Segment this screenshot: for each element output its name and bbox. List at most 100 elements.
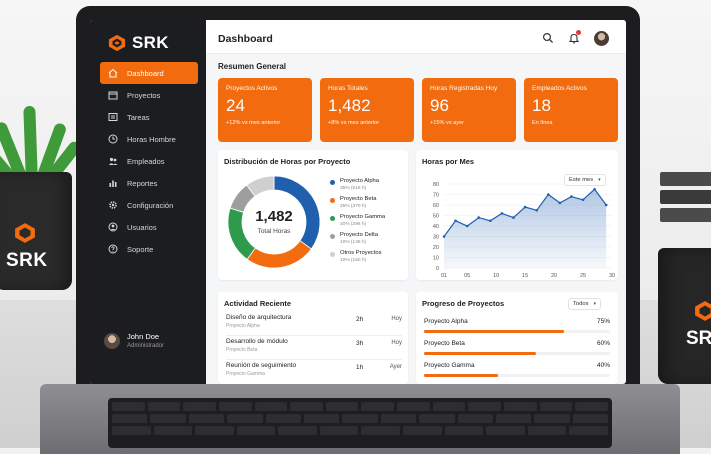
avatar[interactable]	[594, 31, 609, 46]
sidebar-item-reportes[interactable]: Reportes	[100, 172, 198, 194]
legend-dot	[330, 180, 335, 185]
bar-chart-icon	[109, 180, 117, 187]
progress-name: Proyecto Beta	[424, 340, 465, 347]
top-bar: Dashboard	[206, 20, 626, 54]
sidebar-item-label: Proyectos	[127, 90, 161, 100]
summary-cards: Proyectos Activos 24 +12% vs mes anterio…	[218, 78, 618, 142]
y-tick-label: 20	[433, 245, 439, 251]
list-item[interactable]: Desarrollo de módulo Proyecto Beta 3h Ho…	[226, 338, 402, 358]
users-icon	[108, 157, 118, 165]
sidebar-item-empleados[interactable]: Empleados	[100, 150, 198, 172]
y-tick-label: 50	[433, 214, 439, 220]
list-item[interactable]: Diseño de arquitectura Proyecto Alpha 2h…	[226, 314, 402, 334]
sidebar-item-soporte[interactable]: Soporte	[100, 238, 198, 260]
progress-name: Proyecto Alpha	[424, 318, 468, 325]
activity-title: Actividad Reciente	[224, 299, 292, 308]
divider	[226, 335, 402, 336]
data-point	[593, 187, 596, 191]
brand-name: SRK	[132, 33, 169, 52]
progress-track	[424, 374, 610, 377]
progress-row[interactable]: Proyecto Gamma 40%	[424, 362, 610, 384]
activity-when: Hoy	[391, 340, 402, 346]
progress-row[interactable]: Proyecto Beta 60%	[424, 340, 610, 362]
list-item[interactable]: Reunión de seguimiento Proyecto Gamma 1h…	[226, 362, 402, 382]
progress-fill	[424, 330, 564, 333]
activity-hours: 2h	[356, 316, 364, 323]
clock-icon	[108, 134, 118, 144]
data-point	[570, 195, 573, 198]
legend-sub: 10% (148 h)	[340, 240, 367, 245]
activity-when: Hoy	[391, 316, 402, 322]
progress-fill	[424, 352, 536, 355]
card-value: 1,482	[328, 96, 371, 115]
progress-row[interactable]: Proyecto Alpha 75%	[424, 318, 610, 340]
legend-item: Proyecto Delta 10% (148 h)	[330, 232, 406, 245]
sidebar-nav: Dashboard Proyectos Tareas Horas Hombre …	[100, 62, 198, 260]
plant-decoration	[0, 92, 83, 188]
x-tick-label: 15	[522, 273, 528, 279]
progress-track	[424, 352, 610, 355]
sidebar-item-label: Configuración	[127, 200, 174, 210]
card-value: 24	[226, 96, 245, 115]
activity-project: Proyecto Gamma	[226, 371, 265, 377]
mug-logo-icon	[15, 223, 35, 243]
sidebar-item-horas-hombre[interactable]: Horas Hombre	[100, 128, 198, 150]
user-profile[interactable]: John Doe Administrador	[104, 332, 164, 349]
sidebar-item-label: Usuarios	[127, 222, 157, 232]
progress-percent: 75%	[596, 318, 610, 325]
card-value: 18	[532, 96, 551, 115]
activity-project: Proyecto Beta	[226, 347, 258, 353]
legend-sub: 10% (150 h)	[340, 258, 367, 263]
card-label: Horas Totales	[328, 85, 368, 92]
project-filter-dropdown[interactable]: Todos ▾	[568, 298, 601, 310]
card-label: Horas Registradas Hoy	[430, 85, 498, 92]
activity-task: Reunión de seguimiento	[226, 362, 297, 369]
sidebar-item-configuracion[interactable]: Configuración	[100, 194, 198, 216]
sidebar-item-proyectos[interactable]: Proyectos	[100, 84, 198, 106]
donut-chart	[227, 175, 321, 269]
progress-track	[424, 330, 610, 333]
laptop-screen: SRK Dashboard Proyectos Tareas Horas Hom…	[90, 20, 626, 384]
sidebar: SRK Dashboard Proyectos Tareas Horas Hom…	[90, 20, 206, 384]
x-tick-label: 25	[580, 273, 586, 279]
chart-legend: Proyecto Alpha 35% (518 h) Proyecto Beta 2…	[330, 178, 406, 268]
month-filter-dropdown[interactable]: Este mes ▾	[564, 174, 606, 186]
card-sub: En línea	[532, 120, 553, 126]
sidebar-item-label: Tareas	[127, 112, 150, 122]
keyboard	[108, 398, 612, 448]
activity-hours: 1h	[356, 364, 364, 371]
card-proyectos-activos[interactable]: Proyectos Activos 24 +12% vs mes anterio…	[218, 78, 312, 142]
card-empleados-activos[interactable]: Empleados Activos 18 En línea	[524, 78, 618, 142]
legend-name: Proyecto Alpha	[340, 178, 379, 184]
donut-center-label: Total Horas	[257, 228, 291, 235]
data-point	[454, 219, 457, 223]
chevron-down-icon: ▾	[593, 301, 596, 307]
sidebar-item-dashboard[interactable]: Dashboard	[100, 62, 198, 84]
sidebar-item-tareas[interactable]: Tareas	[100, 106, 198, 128]
brand[interactable]: SRK	[108, 33, 169, 53]
logo-icon	[108, 34, 126, 52]
data-point	[581, 198, 585, 202]
hours-chart-title: Horas por Mes	[422, 157, 475, 166]
summary-title: Resumen General	[218, 62, 287, 71]
data-point	[523, 205, 527, 209]
card-horas-totales[interactable]: Horas Totales 1,482 +8% vs mes anterior	[320, 78, 414, 142]
chevron-down-icon: ▾	[598, 177, 601, 183]
sidebar-item-label: Reportes	[127, 178, 158, 188]
distribution-panel: Distribución de Horas por Proyecto 1,482…	[218, 150, 408, 280]
card-sub: +15% vs ayer	[430, 120, 465, 126]
activity-when: Ayer	[389, 364, 402, 370]
data-point	[500, 212, 504, 215]
data-point	[477, 216, 481, 219]
calendar-icon	[108, 91, 118, 100]
card-horas-hoy[interactable]: Horas Registradas Hoy 96 +15% vs ayer	[422, 78, 516, 142]
legend-name: Otros Proyectos	[340, 250, 382, 256]
legend-item: Proyecto Alpha 35% (518 h)	[330, 178, 406, 191]
bell-icon[interactable]	[568, 32, 580, 44]
gear-icon	[109, 201, 117, 209]
sidebar-item-usuarios[interactable]: Usuarios	[100, 216, 198, 238]
line-chart: 0 10 20 30 40 50 60 70 80 01 05 10 15 20 25 30	[433, 182, 615, 279]
search-icon[interactable]	[542, 32, 554, 44]
home-icon	[108, 68, 118, 78]
list-icon	[108, 113, 118, 121]
